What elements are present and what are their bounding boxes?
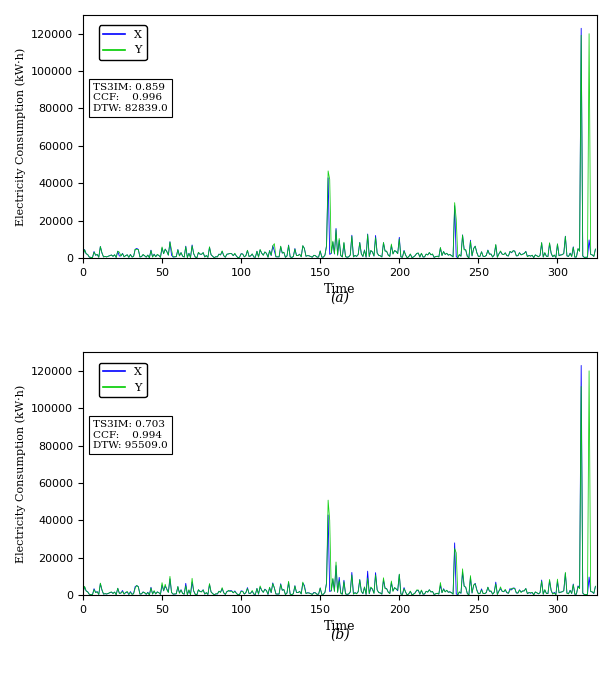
X xyxy=(218,585,226,593)
Y xyxy=(218,583,226,592)
Line: Y: Y xyxy=(83,371,595,595)
X xyxy=(218,247,226,256)
X xyxy=(538,239,545,247)
Y xyxy=(179,589,186,598)
Text: (a): (a) xyxy=(330,291,349,305)
X xyxy=(592,245,599,254)
Y xyxy=(218,247,226,255)
Y xyxy=(527,252,534,260)
Y-axis label: Electricity Consumption (kW·h): Electricity Consumption (kW·h) xyxy=(15,385,26,563)
X xyxy=(140,251,147,259)
X xyxy=(80,251,87,260)
Y xyxy=(179,252,186,260)
Y-axis label: Electricity Consumption (kW·h): Electricity Consumption (kW·h) xyxy=(15,47,26,226)
X-axis label: Time: Time xyxy=(324,621,356,633)
Y xyxy=(182,243,190,251)
X xyxy=(182,242,190,250)
Y xyxy=(465,591,472,599)
Y xyxy=(80,589,87,597)
Line: Y: Y xyxy=(83,34,595,258)
X xyxy=(182,579,190,587)
Y xyxy=(592,582,599,590)
Y xyxy=(538,577,545,585)
Line: X: X xyxy=(83,366,595,595)
X xyxy=(527,589,534,598)
Line: X: X xyxy=(83,28,595,258)
X xyxy=(179,252,186,260)
Y xyxy=(465,254,472,262)
Legend: X, Y: X, Y xyxy=(99,26,147,60)
X xyxy=(578,362,585,370)
X xyxy=(592,582,599,590)
X xyxy=(140,588,147,596)
X xyxy=(179,589,186,598)
X xyxy=(80,589,87,597)
X xyxy=(538,576,545,584)
Y xyxy=(182,582,190,590)
Y xyxy=(527,589,534,597)
Legend: X, Y: X, Y xyxy=(99,362,147,397)
X xyxy=(527,252,534,260)
X-axis label: Time: Time xyxy=(324,283,356,296)
Text: (b): (b) xyxy=(330,628,350,642)
Text: TS3IM: 0.859
CCF:    0.996
DTW: 82839.0: TS3IM: 0.859 CCF: 0.996 DTW: 82839.0 xyxy=(93,83,168,113)
Y xyxy=(592,245,599,253)
X xyxy=(465,591,472,599)
X xyxy=(465,254,472,262)
Text: TS3IM: 0.703
CCF:    0.994
DTW: 95509.0: TS3IM: 0.703 CCF: 0.994 DTW: 95509.0 xyxy=(93,420,168,450)
Y xyxy=(586,367,593,375)
Y xyxy=(140,588,147,596)
Y xyxy=(140,250,147,258)
Y xyxy=(586,30,593,38)
X xyxy=(578,24,585,32)
Y xyxy=(538,239,545,247)
Y xyxy=(80,251,87,260)
